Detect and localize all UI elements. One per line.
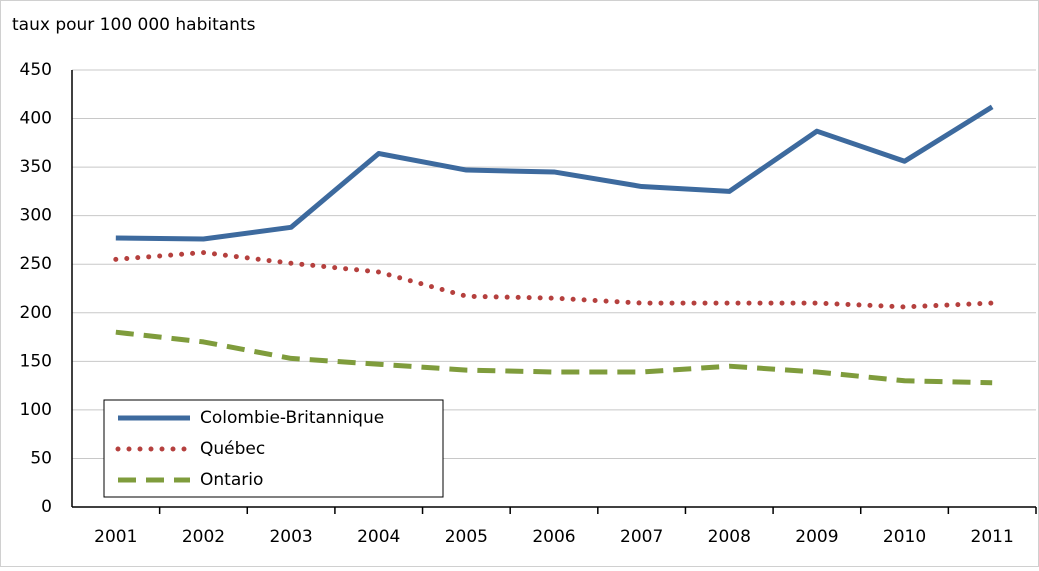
- y-tick-label: 350: [20, 157, 52, 177]
- line: [115, 104, 994, 242]
- y-tick-label: 50: [30, 448, 52, 468]
- x-tick-label: 2004: [357, 527, 400, 547]
- x-tick-label: 2002: [182, 527, 225, 547]
- x-tick-label: 2006: [532, 527, 575, 547]
- y-tick-label: 450: [20, 60, 52, 80]
- x-tick-label: 2005: [445, 527, 488, 547]
- y-tick-label: 100: [20, 400, 52, 420]
- y-tick-label: 400: [20, 109, 52, 129]
- y-tick-label: 300: [20, 206, 52, 226]
- line: [115, 329, 993, 386]
- legend-label: Québec: [200, 439, 265, 459]
- legend-label: Colombie-Britannique: [200, 408, 384, 428]
- y-tick-label: 250: [20, 254, 52, 274]
- legend-label: Ontario: [200, 470, 263, 490]
- x-tick-label: 2008: [708, 527, 751, 547]
- x-tick-label: 2003: [269, 527, 312, 547]
- chart-title: taux pour 100 000 habitants: [12, 15, 256, 35]
- x-tick-label: 2009: [795, 527, 838, 547]
- y-tick-label: 0: [41, 497, 52, 517]
- x-tick-label: 2007: [620, 527, 663, 547]
- line: [113, 250, 995, 310]
- y-tick-label: 200: [20, 303, 52, 323]
- y-tick-label: 150: [20, 351, 52, 371]
- x-tick-label: 2001: [94, 527, 137, 547]
- x-tick-label: 2011: [971, 527, 1014, 547]
- x-tick-label: 2010: [883, 527, 926, 547]
